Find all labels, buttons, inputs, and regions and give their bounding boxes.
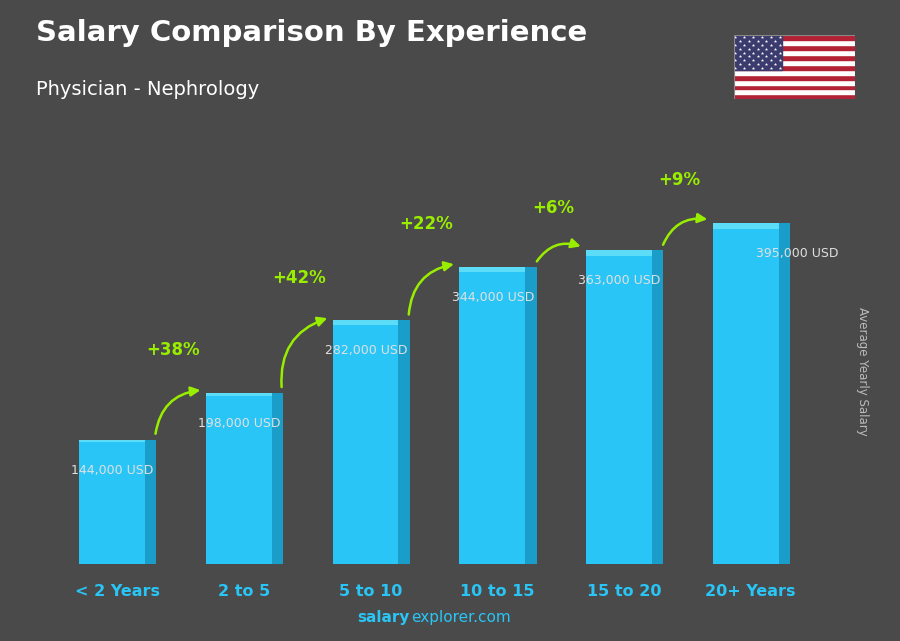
Text: 395,000 USD: 395,000 USD bbox=[756, 247, 838, 260]
FancyBboxPatch shape bbox=[272, 393, 284, 564]
Text: < 2 Years: < 2 Years bbox=[75, 584, 159, 599]
Bar bbox=[734, 35, 855, 40]
Text: 5 to 10: 5 to 10 bbox=[339, 584, 402, 599]
Bar bbox=[332, 320, 399, 564]
Text: salary: salary bbox=[357, 610, 410, 625]
FancyBboxPatch shape bbox=[145, 440, 157, 564]
Text: +6%: +6% bbox=[532, 199, 574, 217]
Text: +9%: +9% bbox=[659, 171, 701, 189]
Bar bbox=[332, 320, 399, 325]
Text: 2 to 5: 2 to 5 bbox=[218, 584, 270, 599]
Text: explorer.com: explorer.com bbox=[411, 610, 511, 625]
Text: 198,000 USD: 198,000 USD bbox=[198, 417, 281, 430]
Bar bbox=[79, 440, 145, 564]
Text: 344,000 USD: 344,000 USD bbox=[452, 291, 534, 304]
Bar bbox=[734, 75, 855, 79]
Bar bbox=[734, 35, 782, 70]
Bar bbox=[734, 60, 855, 65]
Text: 282,000 USD: 282,000 USD bbox=[325, 344, 408, 357]
Text: +38%: +38% bbox=[146, 341, 200, 359]
Bar bbox=[713, 223, 778, 564]
Bar bbox=[734, 45, 855, 50]
Bar bbox=[206, 393, 272, 564]
Text: Average Yearly Salary: Average Yearly Salary bbox=[856, 308, 868, 436]
Bar bbox=[734, 85, 855, 90]
FancyBboxPatch shape bbox=[525, 267, 536, 564]
Bar bbox=[734, 79, 855, 85]
FancyBboxPatch shape bbox=[778, 223, 790, 564]
Bar bbox=[734, 65, 855, 70]
Text: +22%: +22% bbox=[400, 215, 454, 233]
Bar bbox=[734, 90, 855, 94]
Text: Physician - Nephrology: Physician - Nephrology bbox=[36, 80, 259, 99]
Bar bbox=[586, 251, 652, 256]
Bar bbox=[734, 70, 855, 75]
Text: 10 to 15: 10 to 15 bbox=[460, 584, 535, 599]
FancyBboxPatch shape bbox=[652, 251, 663, 564]
Text: Salary Comparison By Experience: Salary Comparison By Experience bbox=[36, 19, 587, 47]
FancyBboxPatch shape bbox=[399, 320, 410, 564]
Text: 363,000 USD: 363,000 USD bbox=[579, 274, 661, 287]
Bar bbox=[734, 94, 855, 99]
Text: 15 to 20: 15 to 20 bbox=[587, 584, 662, 599]
Bar bbox=[459, 267, 525, 272]
Text: 20+ Years: 20+ Years bbox=[706, 584, 796, 599]
Bar bbox=[734, 50, 855, 55]
Bar bbox=[459, 267, 525, 564]
Bar bbox=[79, 440, 145, 442]
Bar bbox=[586, 251, 652, 564]
Bar bbox=[734, 55, 855, 60]
Text: +42%: +42% bbox=[273, 269, 327, 287]
Text: 144,000 USD: 144,000 USD bbox=[71, 463, 154, 476]
Bar bbox=[713, 223, 778, 229]
Bar bbox=[206, 393, 272, 396]
Bar bbox=[734, 40, 855, 45]
